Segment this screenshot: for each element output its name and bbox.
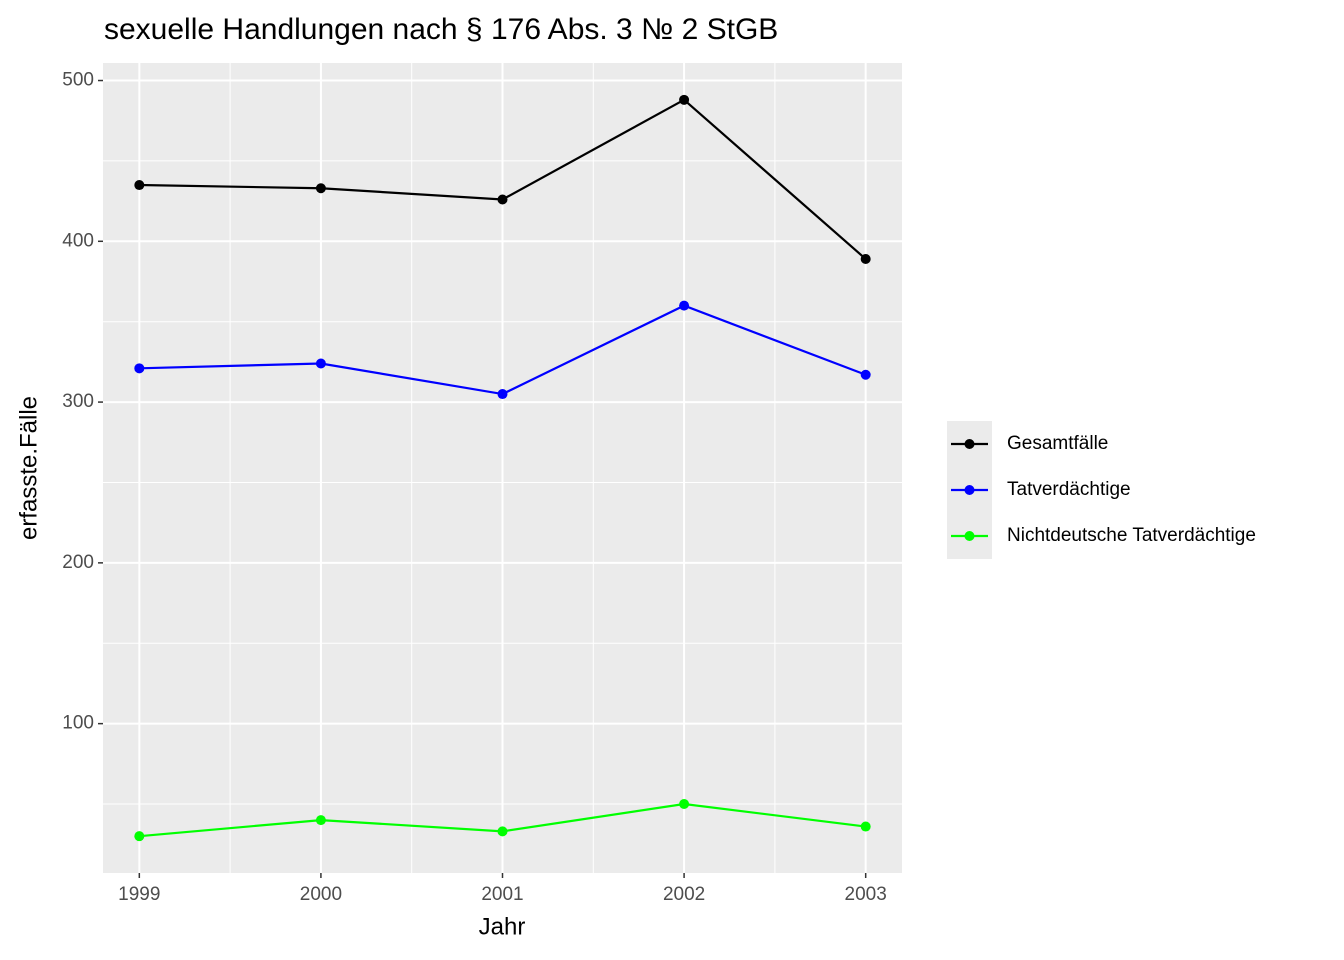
legend-marker (964, 531, 975, 541)
data-point (860, 369, 871, 380)
data-point (134, 363, 145, 374)
x-tick-label: 2002 (663, 884, 705, 905)
data-point (134, 180, 145, 191)
legend-marker (964, 439, 975, 449)
data-point (497, 826, 508, 837)
legend-marker (964, 485, 975, 495)
data-point (315, 815, 326, 826)
data-point (497, 389, 508, 400)
y-tick-label: 400 (62, 230, 94, 251)
x-tick-label: 2000 (300, 884, 342, 905)
chart-title: sexuelle Handlungen nach § 176 Abs. 3 № … (104, 13, 778, 46)
data-point (315, 358, 326, 369)
data-point (679, 300, 690, 311)
x-tick-label: 2003 (845, 884, 887, 905)
data-point (860, 821, 871, 832)
x-tick-label: 1999 (118, 884, 160, 905)
x-tick-label: 2001 (481, 884, 523, 905)
y-tick-label: 100 (62, 713, 94, 734)
y-axis-title: erfasste.Fälle (15, 396, 42, 540)
data-point (497, 194, 508, 205)
y-tick-label: 200 (62, 552, 94, 573)
legend-label: Nichtdeutsche Tatverdächtige (1007, 525, 1256, 546)
data-point (679, 94, 690, 105)
data-point (860, 253, 871, 264)
x-axis-title: Jahr (479, 913, 526, 940)
y-tick-label: 500 (62, 70, 94, 91)
legend-label: Tatverdächtige (1007, 479, 1131, 500)
legend-label: Gesamtfälle (1007, 433, 1108, 454)
data-point (679, 799, 690, 810)
data-point (134, 831, 145, 842)
data-point (315, 183, 326, 194)
y-tick-label: 300 (62, 391, 94, 412)
